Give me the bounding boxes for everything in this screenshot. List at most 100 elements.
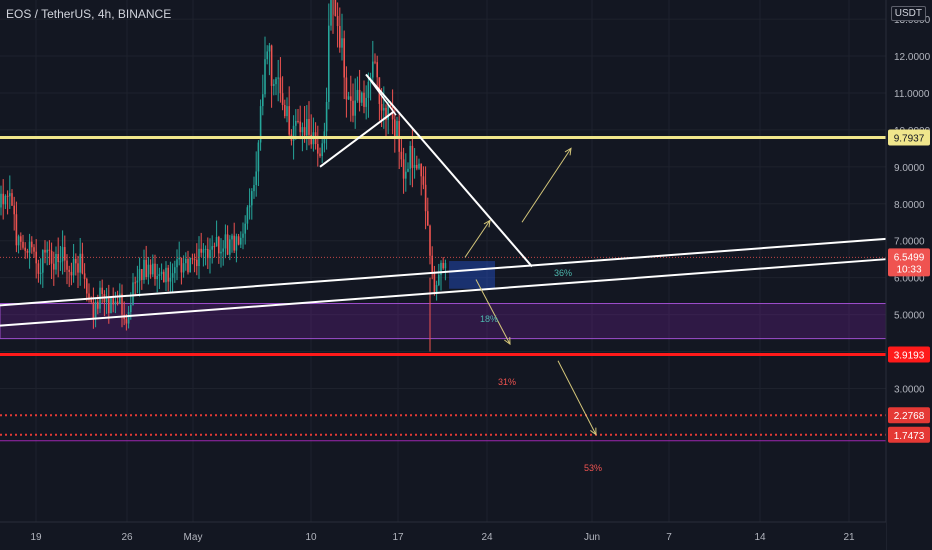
candle-body	[367, 81, 370, 98]
candle-body	[189, 258, 191, 273]
candle-body	[147, 264, 150, 277]
arrow-up-short	[464, 220, 491, 258]
candle-body	[279, 77, 282, 94]
candle-body	[387, 104, 389, 120]
candle-body	[160, 271, 163, 275]
candle-body	[154, 263, 156, 280]
candle-body	[59, 261, 62, 263]
candle-body	[125, 319, 128, 324]
candle-body	[130, 304, 132, 313]
candle-body	[273, 84, 275, 86]
candle-body	[46, 249, 48, 253]
candle-body	[105, 297, 108, 303]
candle-body	[127, 312, 130, 324]
candle-body	[402, 159, 405, 179]
interval-label[interactable]: 4h	[97, 7, 112, 21]
candle-body	[156, 276, 158, 280]
descending-trendline	[365, 73, 533, 268]
demand-zone	[0, 261, 887, 340]
candle-body	[284, 104, 286, 117]
candle-body	[341, 38, 343, 48]
candle-body	[0, 193, 2, 208]
candle-body	[169, 277, 172, 282]
candle-body	[317, 144, 319, 154]
candle-body	[319, 153, 321, 157]
time-tick-label: Jun	[584, 532, 600, 543]
candle-body	[303, 127, 306, 136]
candle-body	[310, 134, 312, 145]
candle-body	[266, 51, 268, 60]
candle-body	[407, 168, 409, 172]
candle-body	[226, 234, 229, 255]
price-tick-label: 6.0000	[894, 274, 925, 285]
arrow-up-long	[521, 148, 572, 223]
arrow-up-short-head	[483, 219, 491, 228]
candle-body	[350, 96, 352, 101]
candle-body	[233, 235, 235, 251]
candle-body	[72, 258, 75, 276]
candle-body	[339, 26, 341, 48]
candle-body	[26, 250, 29, 253]
candle-body	[215, 237, 218, 247]
candle-body	[136, 280, 139, 283]
candle-body	[4, 195, 7, 205]
arrow-down-long	[557, 360, 597, 435]
candle-body	[193, 259, 196, 261]
symbol-name[interactable]: EOS / TetherUS	[6, 7, 92, 21]
candle-body	[97, 301, 99, 309]
candle-body	[435, 285, 438, 293]
candle-body	[376, 62, 378, 78]
candle-body	[119, 293, 121, 304]
candle-body	[176, 259, 178, 268]
candle-body	[308, 119, 310, 135]
candle-body	[438, 274, 440, 286]
candle-body	[270, 45, 273, 86]
candle-body	[191, 258, 194, 260]
candle-body	[134, 282, 136, 284]
time-tick-label: 14	[754, 532, 766, 543]
candle-body	[259, 106, 262, 143]
price-badge-label: 9.7937	[894, 134, 925, 145]
candle-body	[246, 207, 249, 224]
candle-body	[281, 93, 284, 105]
arrow-down-short-head	[504, 337, 511, 346]
candle-body	[108, 297, 110, 314]
candle-body	[231, 235, 233, 240]
currency-label[interactable]: USDT	[890, 6, 926, 21]
candle-body	[334, 0, 337, 17]
candle-body	[295, 120, 297, 126]
candle-body	[365, 97, 367, 107]
time-tick-label: 26	[121, 532, 133, 543]
exchange-label: BINANCE	[117, 7, 172, 21]
candle-body	[248, 205, 251, 208]
last-price-label: 6.5499	[894, 252, 925, 263]
symbol-header: EOS / TetherUS, 4h, BINANCE	[6, 7, 172, 21]
candle-body	[202, 249, 205, 253]
candle-body	[158, 274, 161, 277]
candle-body	[218, 237, 220, 254]
candle-body	[200, 248, 202, 253]
candle-body	[237, 236, 240, 245]
candle-body	[22, 241, 24, 248]
candle-body	[409, 145, 411, 169]
percent-annotation: 53%	[584, 463, 602, 473]
candle-body	[418, 163, 420, 169]
candle-body	[427, 211, 429, 226]
arrow-down-short	[475, 279, 511, 345]
candle-body	[75, 258, 77, 264]
candle-body	[356, 89, 359, 101]
candle-body	[37, 263, 40, 274]
candle-body	[242, 233, 244, 238]
candle-body	[24, 247, 26, 251]
candle-body	[306, 119, 308, 136]
candle-body	[374, 61, 376, 63]
candle-body	[240, 237, 242, 245]
candle-body	[277, 77, 279, 79]
candle-body	[182, 263, 185, 273]
candle-body	[88, 293, 90, 300]
candle-body	[330, 0, 332, 26]
candle-body	[31, 241, 33, 248]
candle-body	[211, 246, 213, 250]
